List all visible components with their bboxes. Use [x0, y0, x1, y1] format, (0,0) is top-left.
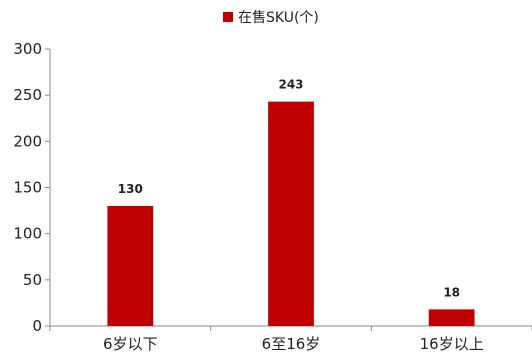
y-tick-label: 300	[13, 40, 42, 58]
y-tick-label: 250	[13, 86, 42, 104]
y-tick-label: 150	[13, 179, 42, 197]
y-tick-label: 100	[13, 225, 42, 243]
legend-label: 在售SKU(个)	[238, 10, 319, 26]
data-label: 130	[118, 182, 143, 196]
legend: 在售SKU(个)	[223, 10, 319, 26]
data-label: 18	[443, 285, 460, 299]
legend-swatch	[223, 12, 233, 22]
bars	[107, 101, 475, 326]
bar	[428, 309, 475, 326]
data-labels: 130 243 18	[118, 78, 460, 300]
y-tick-label: 200	[13, 132, 42, 150]
bar	[107, 205, 154, 326]
bar	[268, 101, 314, 326]
x-category-label: 6岁以下	[103, 335, 158, 353]
x-axis: 6岁以下 6至16岁 16岁以上	[49, 325, 532, 353]
x-category-label: 16岁以上	[420, 335, 484, 353]
x-category-label: 6至16岁	[262, 335, 321, 353]
y-tick-label: 50	[23, 271, 42, 289]
y-tick-label: 0	[32, 317, 42, 335]
y-axis: 0 50 100 150 200 250 300	[13, 40, 51, 335]
data-label: 243	[278, 78, 303, 92]
